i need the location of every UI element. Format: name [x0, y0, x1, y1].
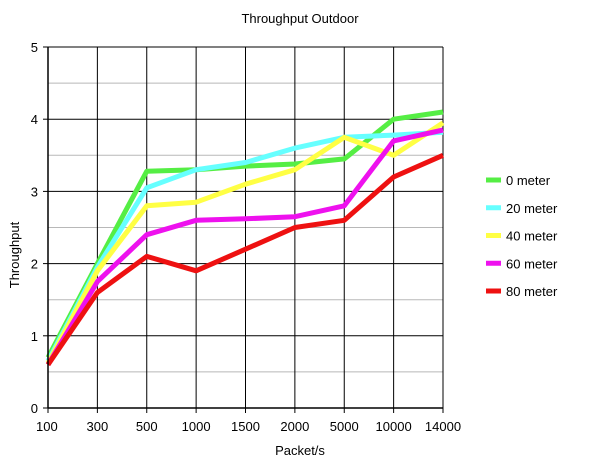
legend-label: 80 meter — [506, 284, 558, 299]
x-tick-label: 300 — [87, 419, 109, 434]
y-tick-label: 0 — [31, 401, 38, 416]
x-tick-label: 500 — [136, 419, 158, 434]
x-tick-label: 5000 — [330, 419, 359, 434]
grid — [48, 46, 444, 408]
legend-label: 20 meter — [506, 201, 558, 216]
legend-label: 40 meter — [506, 229, 558, 244]
series-line-40-meter — [45, 120, 445, 365]
y-axis-label: Throughput — [7, 221, 22, 288]
series-line-0-meter — [45, 109, 444, 359]
series-line-60-meter — [45, 127, 444, 366]
x-tick-label: 1000 — [182, 419, 211, 434]
x-axis-label: Packet/s — [275, 443, 325, 458]
y-tick-label: 3 — [31, 184, 38, 199]
series-line-80-meter — [45, 153, 445, 367]
x-tick-label: 14000 — [425, 419, 461, 434]
legend-label: 60 meter — [506, 256, 558, 271]
y-tick-label: 1 — [31, 329, 38, 344]
chart-title: Throughput Outdoor — [241, 11, 359, 26]
series-lines — [45, 109, 445, 367]
series-line-20-meter — [45, 129, 444, 363]
axes: 0 1 2 3 4 5 100 300 500 1000 1500 2000 5000 10000 1400… — [31, 40, 461, 434]
x-tick-label: 100 — [36, 419, 58, 434]
y-tick-label: 2 — [31, 257, 38, 272]
legend: 0 meter 20 meter 40 meter 60 meter 80 meter — [486, 173, 558, 299]
y-tick-label: 4 — [31, 112, 38, 127]
legend-label: 0 meter — [506, 173, 551, 188]
x-tick-label: 2000 — [280, 419, 309, 434]
y-tick-label: 5 — [31, 40, 38, 55]
x-tick-label: 1500 — [231, 419, 260, 434]
x-tick-label: 10000 — [376, 419, 412, 434]
